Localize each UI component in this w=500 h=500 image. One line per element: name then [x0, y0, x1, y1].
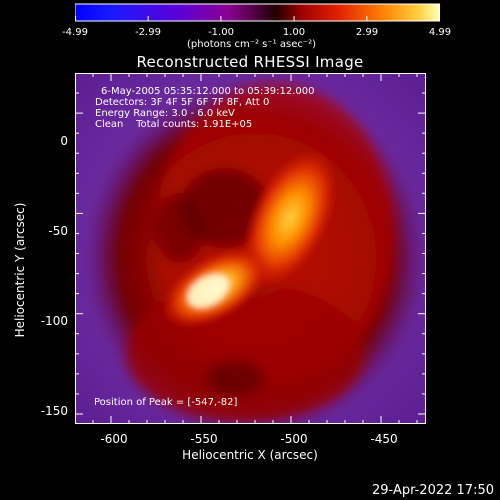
x-tick-label: -600 — [100, 432, 128, 446]
observation-time: 6-May-2005 05:35:12.000 to 05:39:12.000 — [101, 86, 315, 97]
y-tick-label: -50 — [48, 224, 68, 238]
colorbar-tick-label: 1.00 — [282, 27, 306, 38]
y-tick-label: 0 — [60, 134, 68, 148]
detectors-line: Detectors: 3F 4F 5F 6F 7F 8F, Att 0 — [95, 97, 270, 108]
y-tick-label: -100 — [40, 314, 68, 328]
hot-source-2 — [241, 147, 339, 289]
y-axis-label: Heliocentric Y (arcsec) — [13, 202, 27, 338]
x-axis-label: Heliocentric X (arcsec) — [182, 448, 318, 462]
colorbar — [75, 3, 440, 22]
colorbar-tick-label: 2.99 — [355, 27, 379, 38]
timestamp: 29-Apr-2022 17:50 — [372, 483, 494, 498]
colorbar-tick-label: -1.00 — [208, 27, 234, 38]
colorbar-tick-label: -4.99 — [62, 27, 88, 38]
peak-position-label: Position of Peak = [-547,-82] — [94, 397, 238, 408]
x-tick-label: -450 — [370, 432, 398, 446]
heatmap-plot — [75, 73, 426, 424]
y-tick-label: -150 — [40, 404, 68, 418]
hot-source-1-core — [187, 274, 229, 308]
colorbar-tick-label: -2.99 — [135, 27, 161, 38]
dark-hole — [205, 360, 265, 396]
dark-hole — [155, 193, 205, 263]
x-tick-label: -500 — [280, 432, 308, 446]
x-tick-label: -550 — [190, 432, 218, 446]
energy-range-line: Energy Range: 3.0 - 6.0 keV — [95, 108, 235, 119]
colorbar-tick-label: 4.99 — [428, 27, 452, 38]
clean-counts-line: Clean Total counts: 1.91E+05 — [95, 119, 253, 130]
colorbar-units: (photons cm⁻² s⁻¹ asec⁻²) — [187, 39, 317, 50]
colorbar-gradient — [75, 3, 440, 22]
chart-title: Reconstructed RHESSI Image — [136, 53, 364, 71]
